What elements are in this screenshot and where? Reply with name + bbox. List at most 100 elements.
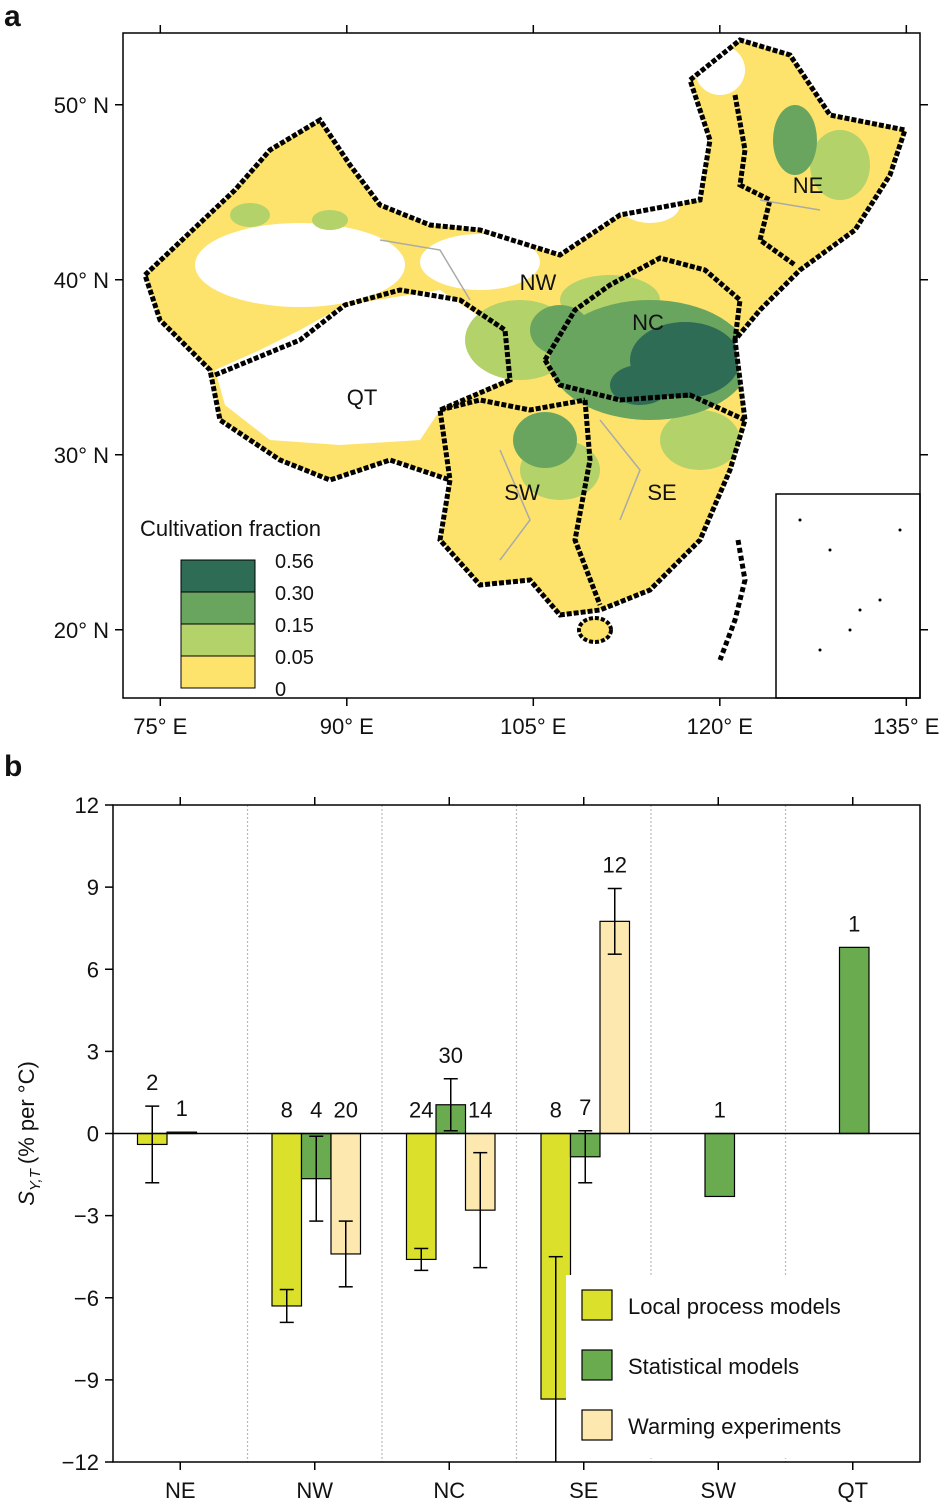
legend-swatch (581, 1349, 613, 1381)
x-tick-label: QT (837, 1478, 868, 1503)
error-bar (309, 1135, 324, 1222)
y-label-unit: (% per °C) (14, 1061, 39, 1164)
cultivation-patch (230, 203, 270, 227)
inset-island (878, 598, 882, 602)
legend-title: Cultivation fraction (140, 516, 321, 541)
cultivation-patch (513, 412, 577, 468)
legend-box (566, 1275, 916, 1458)
y-tick-label: 30° N (54, 443, 109, 468)
legend-swatch (180, 559, 256, 593)
panel-label: a (4, 0, 21, 33)
y-tick-label: 20° N (54, 618, 109, 643)
error-bar (548, 1255, 563, 1462)
count-label: 8 (281, 1098, 293, 1123)
inset-island (858, 608, 862, 612)
legend-level: 0.30 (275, 583, 314, 605)
legend-swatch (180, 591, 256, 625)
count-label: 1 (848, 911, 860, 936)
x-tick-label: NC (433, 1478, 465, 1503)
island (717, 539, 748, 661)
region-border (732, 94, 797, 268)
error-bar (279, 1288, 294, 1324)
x-tick-label: SW (701, 1478, 737, 1503)
y-tick-label: 12 (75, 793, 99, 818)
y-tick-label: −12 (62, 1450, 99, 1475)
error-bar (338, 1220, 353, 1288)
province-border (499, 449, 531, 561)
legend-swatch (581, 1289, 613, 1321)
count-label: 7 (579, 1095, 591, 1120)
count-label: 1 (176, 1096, 188, 1121)
count-label: 1 (714, 1098, 726, 1123)
cultivation-patch (773, 105, 817, 175)
inset-island (798, 518, 802, 522)
uncultivated (215, 290, 505, 445)
cultivation-patch (312, 210, 348, 230)
inset-island (818, 648, 822, 652)
region-border (439, 397, 586, 413)
province-border (759, 199, 821, 211)
legend: Local process models Statistical models Wa… (566, 1275, 916, 1458)
map: 75° E 90° E 105° E 120° E 135° E 20° N 30° N 40… (54, 25, 939, 739)
inset (775, 493, 921, 699)
count-label: 12 (603, 852, 627, 877)
region-label: SE (647, 480, 676, 505)
bar (271, 1132, 303, 1307)
country-border (142, 37, 909, 618)
error-bar (414, 1247, 429, 1272)
province-border (599, 419, 641, 521)
legend-level: 0.56 (275, 551, 314, 573)
y-tick-label: 50° N (54, 93, 109, 118)
cultivation-patch (530, 305, 590, 355)
legend-label: Local process models (628, 1294, 841, 1319)
x-tick-label: NW (296, 1478, 333, 1503)
y-tick-label: 3 (87, 1039, 99, 1064)
region-label: QT (347, 385, 378, 410)
legend-swatch (581, 1409, 613, 1441)
y-label-symbol: S (14, 1191, 39, 1206)
error-bar (578, 1130, 593, 1184)
region-label: NW (520, 270, 557, 295)
region-border (542, 255, 743, 362)
province-border (379, 239, 471, 301)
count-label: 4 (310, 1098, 322, 1123)
legend-label: Statistical models (628, 1354, 799, 1379)
panel-label: b (4, 750, 22, 783)
uncultivated (420, 234, 540, 290)
count-label: 24 (409, 1098, 433, 1123)
y-tick-label: 6 (87, 957, 99, 982)
x-tick-label: 120° E (687, 714, 753, 739)
legend-level: 0.15 (275, 615, 314, 637)
error-bar (443, 1078, 458, 1132)
x-tick-label: 90° E (320, 714, 374, 739)
y-axis-label: SY,T (% per °C) (14, 1061, 44, 1206)
x-tick-label: NE (165, 1478, 196, 1503)
y-tick-label: −9 (74, 1368, 99, 1393)
legend-swatch (180, 623, 256, 657)
bar (704, 1132, 736, 1198)
inset-island (848, 628, 852, 632)
map-frame (122, 32, 921, 699)
y-tick-label: 0 (87, 1122, 99, 1147)
error-bar (145, 1105, 160, 1184)
region-border (214, 287, 513, 481)
y-tick-label: 40° N (54, 268, 109, 293)
count-label: 30 (439, 1043, 463, 1068)
x-tick-label: 135° E (873, 714, 939, 739)
legend-level: 0 (275, 679, 286, 701)
y-tick-label: 9 (87, 875, 99, 900)
bar (838, 946, 870, 1135)
region-label: NE (793, 173, 824, 198)
region-label: NC (632, 310, 664, 335)
region-label: SW (504, 480, 540, 505)
inset-island (828, 548, 832, 552)
region-border (572, 399, 603, 606)
cultivation-patch (810, 130, 870, 200)
count-label: 20 (334, 1098, 358, 1123)
region-border (542, 358, 747, 423)
island (577, 616, 613, 644)
legend-swatch (180, 655, 256, 689)
y-label-subscript: Y,T (27, 1167, 44, 1191)
